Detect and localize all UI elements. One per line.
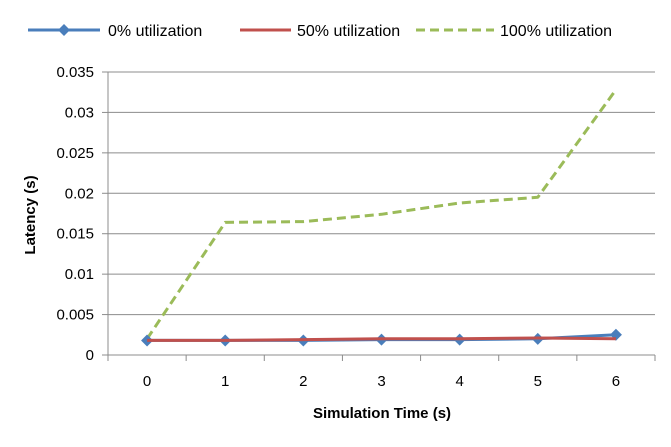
y-tick-label: 0.035	[56, 64, 94, 81]
legend-label: 50% utilization	[297, 23, 400, 40]
x-axis-title: Simulation Time (s)	[313, 405, 451, 422]
axes	[107, 72, 656, 361]
y-tick-label: 0.03	[65, 104, 94, 121]
x-tick-label: 3	[377, 373, 385, 390]
gridlines	[102, 71, 655, 356]
legend-label: 100% utilization	[500, 23, 612, 40]
x-tick-label: 6	[612, 373, 620, 390]
x-tick-label: 0	[143, 373, 151, 390]
y-tick-label: 0.02	[65, 185, 94, 202]
y-tick-label: 0.015	[56, 226, 94, 243]
x-tick-label: 1	[221, 373, 229, 390]
x-tick-label: 5	[534, 373, 542, 390]
data-point-diamond	[141, 334, 154, 347]
x-tick-label: 4	[455, 373, 463, 390]
legend-marker-diamond	[58, 24, 70, 36]
y-tick-label: 0	[86, 347, 94, 364]
series-line-100pct	[145, 88, 618, 340]
y-axis-title: Latency (s)	[22, 175, 39, 254]
y-tick-label: 0.025	[56, 145, 94, 162]
y-tick-label: 0.01	[65, 266, 94, 283]
legend-label: 0% utilization	[108, 23, 202, 40]
x-tick-label: 2	[299, 373, 307, 390]
x-tick-labels: 0 1 2 3 4 5 6	[143, 373, 620, 390]
y-tick-label: 0.005	[56, 307, 94, 324]
series-group	[141, 88, 622, 347]
legend: 0% utilization 50% utilization 100% utiliz…	[28, 23, 612, 40]
y-tick-labels: 0 0.005 0.01 0.015 0.02 0.025 0.03 0.035	[56, 64, 94, 364]
series-line-50pct	[147, 336, 616, 342]
